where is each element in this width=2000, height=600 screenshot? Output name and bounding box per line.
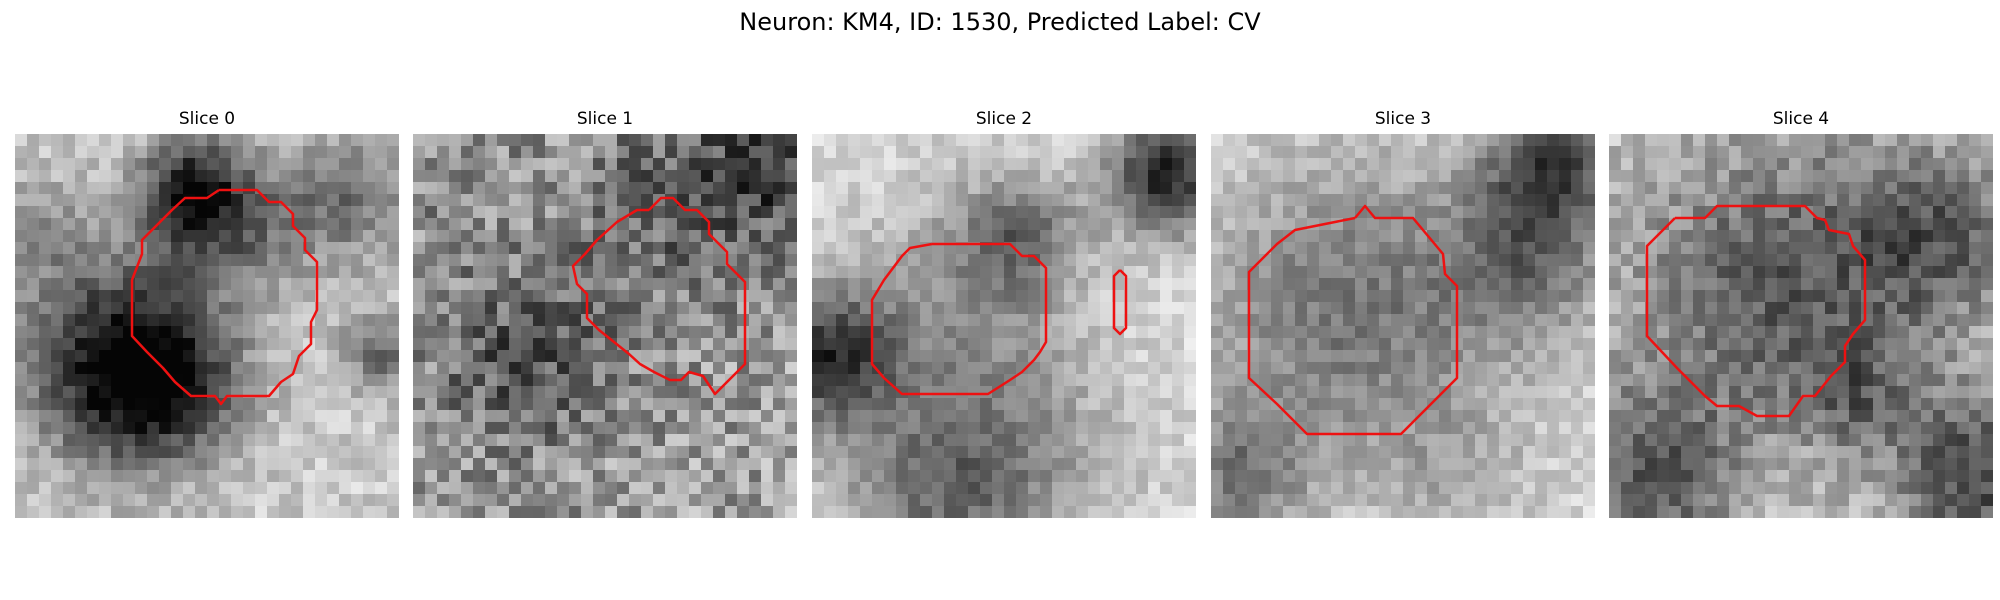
grayscale-patch bbox=[1211, 134, 1595, 518]
slice-panel-1: Slice 1 bbox=[413, 108, 797, 518]
grayscale-patch bbox=[812, 134, 1196, 518]
grayscale-patch bbox=[1609, 134, 1993, 518]
slice-title: Slice 3 bbox=[1374, 109, 1432, 129]
slice-image bbox=[413, 134, 797, 518]
contour-overlay bbox=[1247, 204, 1459, 436]
slice-panel-3: Slice 3 bbox=[1211, 108, 1595, 518]
roi-contour bbox=[130, 188, 319, 406]
contour-overlay bbox=[571, 196, 747, 396]
contour-overlay bbox=[1645, 204, 1867, 418]
roi-contour bbox=[1247, 204, 1459, 436]
figure-title: Neuron: KM4, ID: 1530, Predicted Label: … bbox=[739, 8, 1261, 36]
contour-overlay bbox=[130, 188, 319, 406]
slice-image bbox=[15, 134, 399, 518]
slice-title: Slice 0 bbox=[178, 109, 236, 129]
slice-title: Slice 1 bbox=[576, 109, 634, 129]
slice-panel-4: Slice 4 bbox=[1609, 108, 1993, 518]
slice-image bbox=[1609, 134, 1993, 518]
slice-panel-2: Slice 2 bbox=[812, 108, 1196, 518]
slice-title: Slice 2 bbox=[975, 109, 1033, 129]
roi-contour bbox=[870, 242, 1048, 396]
slice-image bbox=[1211, 134, 1595, 518]
roi-contour bbox=[571, 196, 747, 396]
slice-panel-0: Slice 0 bbox=[15, 108, 399, 518]
slice-image bbox=[812, 134, 1196, 518]
slice-title: Slice 4 bbox=[1772, 109, 1830, 129]
contour-overlay bbox=[870, 242, 1128, 396]
grayscale-patch bbox=[413, 134, 797, 518]
roi-contour bbox=[1645, 204, 1867, 418]
roi-contour-small bbox=[1112, 269, 1128, 336]
